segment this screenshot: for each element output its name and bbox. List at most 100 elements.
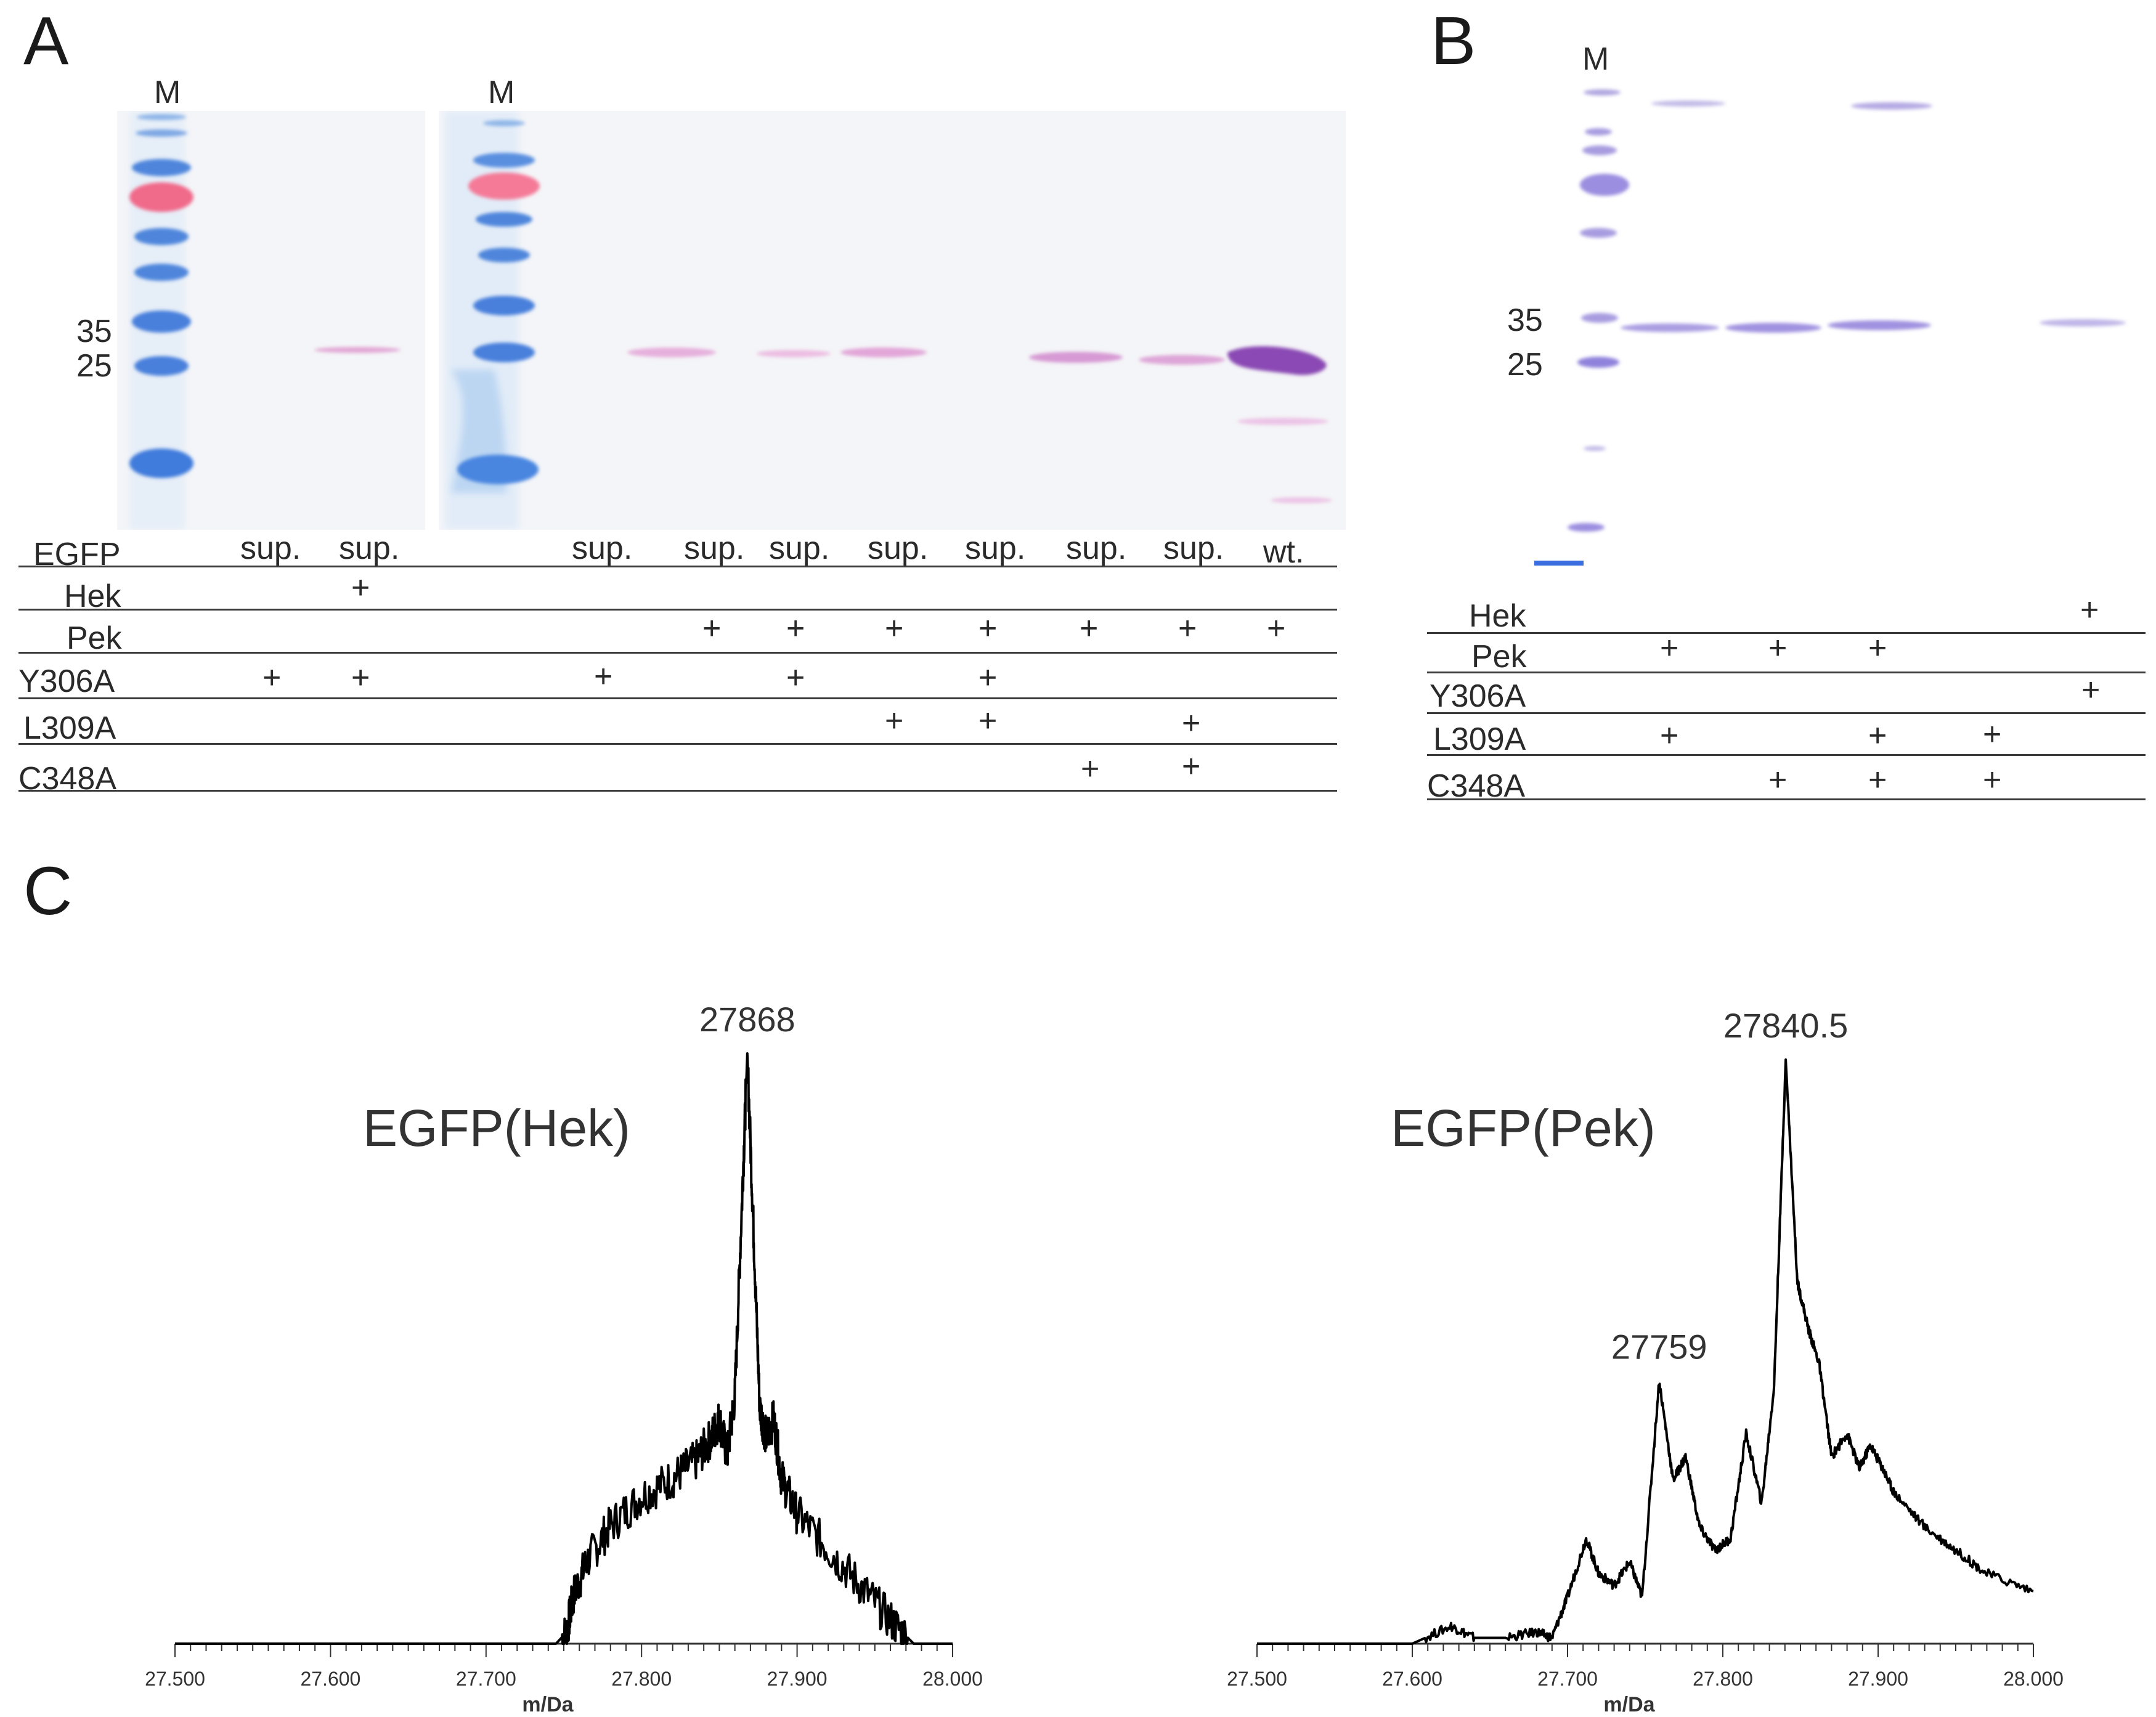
plus-mark: +	[1267, 611, 1286, 646]
peak-label: 27759	[1611, 1327, 1707, 1366]
plus-mark: +	[885, 611, 904, 646]
egfp-cell: sup.	[1163, 530, 1224, 566]
plus-mark: +	[1983, 762, 2002, 798]
marker-label-a-right: M	[488, 75, 515, 110]
panel-b-letter: B	[1431, 3, 1476, 79]
egfp-cell: wt.	[1263, 534, 1304, 570]
gel-smear	[1237, 418, 1328, 425]
egfp-cell: sup.	[240, 530, 301, 566]
peak-label: 27840.5	[1723, 1006, 1848, 1045]
row-label-pek: Pek	[1471, 639, 1527, 675]
x-tick-label: 27.500	[145, 1668, 205, 1690]
row-label-hek: Hek	[1469, 598, 1526, 634]
plus-mark: +	[885, 703, 904, 739]
marker-ladder-a-right	[445, 111, 540, 530]
gel-band	[840, 347, 927, 357]
plus-mark: +	[1081, 751, 1100, 787]
row-label-l309a: L309A	[23, 710, 116, 746]
gel-band	[1828, 320, 1931, 330]
gel-b	[1522, 74, 2144, 579]
plus-mark: +	[702, 611, 722, 646]
x-tick-label: 27.700	[456, 1668, 516, 1690]
row-label-y306a: Y306A	[1430, 678, 1526, 714]
table-rule	[18, 790, 1337, 792]
plus-mark: +	[2081, 672, 2101, 708]
gel-band	[1851, 102, 1932, 110]
gel-band	[1725, 323, 1821, 333]
plus-mark: +	[786, 660, 805, 696]
series-line	[1257, 1058, 2034, 1645]
gel-band	[1029, 352, 1123, 363]
plus-mark: +	[1768, 762, 1788, 798]
plus-mark: +	[1868, 762, 1887, 798]
row-label-hek: Hek	[64, 578, 121, 614]
peak-label: 27868	[699, 1000, 795, 1039]
plus-mark: +	[978, 703, 998, 739]
plus-mark: +	[786, 611, 805, 646]
x-tick-label: 28.000	[2003, 1668, 2064, 1690]
x-tick-label: 27.700	[1537, 1668, 1598, 1690]
gel-a-left	[117, 111, 425, 530]
x-axis-label: m/Da	[522, 1693, 574, 1716]
plus-mark: +	[351, 660, 370, 696]
plus-mark: +	[1182, 749, 1201, 784]
egfp-cell: sup.	[965, 530, 1026, 566]
marker-label-a-left: M	[154, 75, 181, 110]
x-tick-label: 27.600	[300, 1668, 360, 1690]
egfp-cell: sup.	[339, 530, 400, 566]
panel-c-letter: C	[23, 853, 73, 929]
mass-spectra-chart: 27.500 27.600 27.700 27.800 27.900 28.000 m/Da…	[145, 1000, 2064, 1716]
plus-mark: +	[978, 611, 998, 646]
series-line	[175, 1052, 953, 1645]
gel-smear	[1271, 497, 1332, 503]
table-rule	[18, 697, 1337, 699]
plus-mark: +	[351, 570, 370, 606]
gel-band	[1621, 323, 1719, 332]
table-rule	[1427, 672, 2146, 673]
x-tick-label: 27.800	[611, 1668, 672, 1690]
mw-label-b-35: 35	[1507, 302, 1543, 338]
x-tick-label: 27.900	[1848, 1668, 1908, 1690]
chart-title: EGFP(Pek)	[1391, 1099, 1655, 1157]
mw-label-b-25: 25	[1507, 347, 1543, 383]
egfp-cell: sup.	[572, 530, 633, 566]
gel-band-wt	[1227, 346, 1327, 375]
table-rule	[18, 566, 1337, 567]
row-label-c348a: C348A	[1427, 768, 1525, 804]
chart-title: EGFP(Hek)	[363, 1099, 630, 1157]
x-tick-label: 27.800	[1693, 1668, 1753, 1690]
mw-label-35: 35	[76, 314, 112, 349]
table-rule	[18, 743, 1337, 745]
egfp-cell: sup.	[1066, 530, 1127, 566]
row-label-l309a: L309A	[1433, 721, 1526, 757]
plus-mark: +	[978, 660, 998, 696]
row-label-pek: Pek	[67, 620, 122, 656]
gel-band	[1139, 355, 1225, 365]
panel-a-letter: A	[23, 3, 69, 79]
gel-band	[627, 347, 716, 357]
plus-mark: +	[1768, 630, 1788, 666]
row-label-c348a: C348A	[18, 761, 116, 797]
egfp-cell: sup.	[868, 530, 929, 566]
plus-mark: +	[1080, 611, 1099, 646]
marker-label-b: M	[1582, 41, 1609, 77]
plus-mark: +	[2080, 592, 2099, 628]
plus-mark: +	[1182, 705, 1201, 741]
plus-mark: +	[262, 660, 282, 696]
gel-a-right	[439, 111, 1346, 530]
marker-ladder-a-left	[129, 111, 193, 530]
gel-band	[314, 347, 401, 353]
table-rule	[1427, 798, 2146, 800]
plus-mark: +	[594, 659, 613, 694]
x-tick-label: 27.500	[1227, 1668, 1287, 1690]
table-rule	[1427, 712, 2146, 714]
row-label-egfp: EGFP	[33, 537, 121, 572]
table-rule	[1427, 754, 2146, 756]
plus-mark: +	[1660, 630, 1679, 666]
plus-mark: +	[1660, 718, 1679, 753]
marker-ladder-b	[1534, 89, 1629, 566]
row-label-y306a: Y306A	[18, 664, 115, 699]
gel-band	[1651, 100, 1725, 107]
table-rule	[18, 652, 1337, 654]
